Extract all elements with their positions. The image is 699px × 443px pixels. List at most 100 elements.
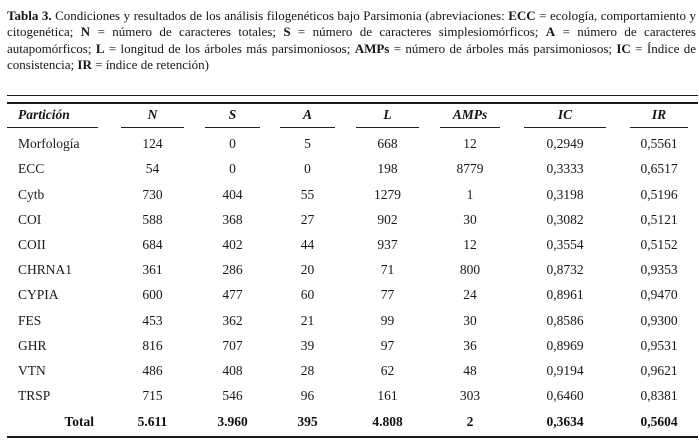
cell: 408 [222,362,243,378]
cell: 546 [222,388,243,404]
column-header: S [228,107,237,123]
bottom-rule [7,435,698,439]
caption-segment: = número de árboles más parsimoniosos; [389,40,617,56]
caption-segment: Condiciones y resultados de los análisis… [51,8,509,23]
cell: 937 [377,236,398,252]
caption-segment: IR [77,57,92,73]
row-label: COI [18,211,42,227]
cell: 198 [377,161,398,177]
cell: 715 [142,388,163,404]
column-header: AMPs [452,107,488,123]
cell: 477 [222,287,243,303]
caption-segment: S [283,24,291,40]
table-row: Morfología 124 0 5 668 12 0,2949 0,5561 [7,132,698,157]
header-rule-row [7,126,698,132]
table-row: ECC 54 0 0 198 8779 0,3333 0,6517 [7,157,698,182]
cell: 668 [377,136,398,152]
cell: 0,2949 [546,136,584,152]
cell: 0,5152 [640,236,678,252]
cell: 0,9353 [640,262,678,278]
cell: 161 [377,388,398,404]
cell: 486 [142,362,163,378]
cell: 97 [380,337,395,353]
cell: 902 [377,211,398,227]
caption-segment: = ecología, comportamiento y citogenétic… [7,8,696,40]
cell: 684 [142,236,163,252]
cell: 71 [380,262,395,278]
row-label: Cytb [18,186,45,202]
header-rule [524,126,606,128]
row-label: VTN [18,362,46,378]
cell: 48 [463,362,477,378]
cell: 303 [459,388,481,404]
cell: 77 [380,287,395,303]
column-header: IR [651,107,667,123]
total-row: Total 5.611 3.960 395 4.808 2 0,3634 0,5… [7,409,698,435]
caption-segment: = longitud de los árboles más parsimonio… [104,40,355,56]
cell: 8779 [456,161,484,177]
cell: 36 [463,337,477,353]
caption-segment: = número de caracteres autapomórficos; [7,24,696,56]
header-rule [121,126,184,128]
cell: 124 [142,136,163,152]
cell: 30 [463,312,477,328]
cell: 0,6517 [640,161,678,177]
column-header: L [383,107,392,123]
caption-segment: = número de caracteres simplesiomórficos… [290,24,546,40]
cell: 0,8381 [640,388,678,404]
table-row: VTN 486 408 28 62 48 0,9194 0,9621 [7,358,698,383]
cell: 0,5196 [640,186,678,202]
cell: 404 [222,186,243,202]
caption-segment: L [95,40,105,56]
cell: 0,9621 [640,362,678,378]
cell: 0 [229,161,236,177]
row-label: FES [18,312,42,328]
table-row: CYPIA 600 477 60 77 24 0,8961 0,9470 [7,283,698,308]
caption-segment: = índice de retención) [91,57,209,73]
row-label: ECC [18,161,45,177]
cell: 707 [222,337,243,353]
column-header: N [147,107,158,123]
row-label: COII [18,236,46,252]
cell: 0,3333 [546,161,584,177]
cell: 30 [463,211,477,227]
cell: 5.611 [137,413,168,429]
caption-segment: IC [616,40,631,56]
cell: 0,3082 [546,211,584,227]
cell: 0,9194 [546,362,584,378]
cell: 0 [304,161,311,177]
cell: 39 [300,337,315,353]
cell: 816 [142,337,163,353]
cell: 0,6460 [546,388,584,404]
row-label: GHR [18,337,47,353]
cell: 2 [466,413,474,429]
table-row: TRSP 715 546 96 161 303 0,6460 0,8381 [7,384,698,409]
caption-segment: AMPs [354,40,390,56]
header-rule [279,126,336,128]
caption-segment: = número de caracteres totales; [90,24,284,40]
cell: 0,8969 [546,337,584,353]
cell: 0,8732 [546,262,584,278]
table-row: FES 453 362 21 99 30 0,8586 0,9300 [7,308,698,333]
caption-segment: A [545,24,556,40]
cell: 24 [463,287,477,303]
row-label: TRSP [18,388,51,404]
cell: 588 [142,211,163,227]
cell: 0,3634 [546,413,584,429]
column-header: Partición [18,107,70,123]
cell: 4.808 [372,413,403,429]
cell: 395 [297,413,318,429]
caption-segment: N [80,24,91,40]
results-table: Partición N S A L AMPs IC IR [7,104,698,435]
header-rule [204,126,261,128]
table-row: COII 684 402 44 937 12 0,3554 0,5152 [7,232,698,257]
cell: 0,8586 [546,312,584,328]
cell: 453 [142,312,163,328]
cell: 800 [459,262,481,278]
cell: 21 [300,312,315,328]
cell: 286 [222,262,243,278]
cell: 99 [380,312,395,328]
cell: 0,3198 [546,186,584,202]
cell: 0,3554 [546,236,584,252]
